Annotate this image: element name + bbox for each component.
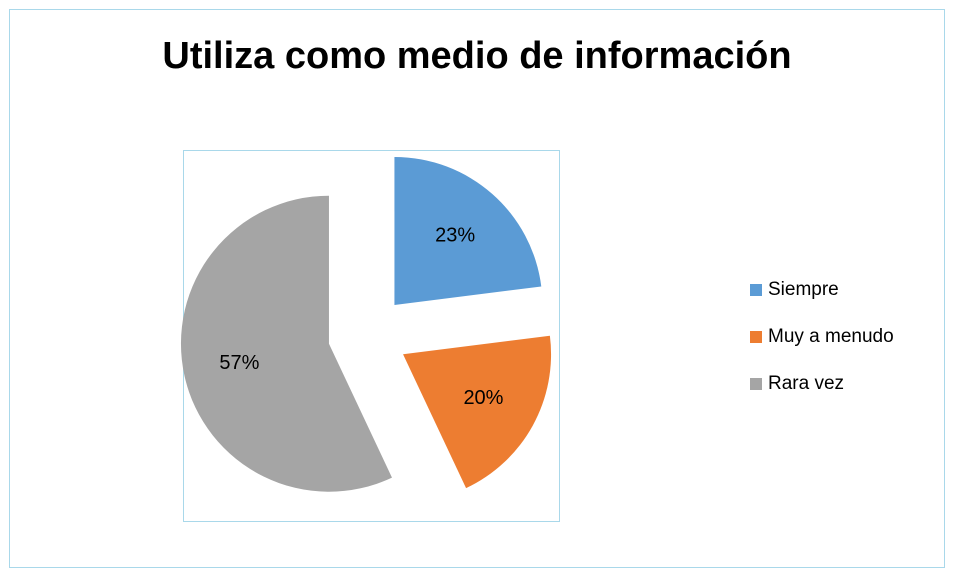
data-label: 57% — [219, 352, 259, 374]
pie-slice — [180, 195, 392, 492]
legend-label: Rara vez — [768, 373, 844, 394]
chart-title: Utiliza como medio de información — [162, 35, 791, 77]
pie-slice — [403, 335, 552, 489]
data-label: 20% — [463, 387, 503, 409]
data-label: 23% — [435, 224, 475, 246]
legend-swatch — [750, 378, 762, 390]
pie-slice — [394, 156, 542, 305]
legend-label: Muy a menudo — [768, 326, 894, 347]
legend-swatch — [750, 331, 762, 343]
legend-label: Siempre — [768, 279, 839, 300]
legend-swatch — [750, 284, 762, 296]
